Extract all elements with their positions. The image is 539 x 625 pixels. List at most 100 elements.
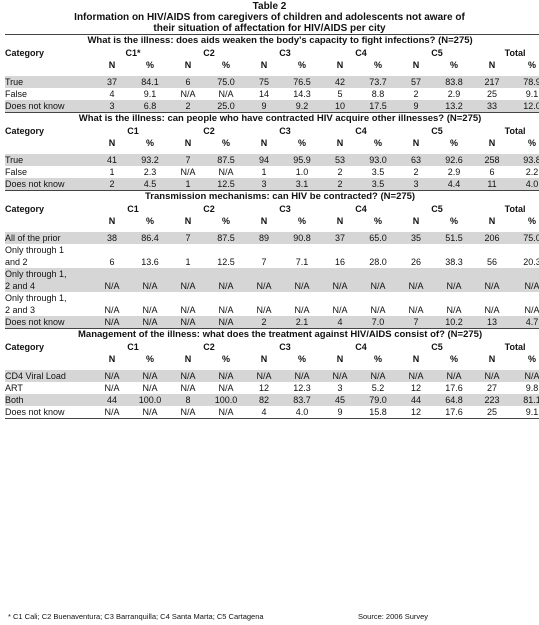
table-row: True 37 84.1 6 75.0 75 76.5 42 73.7 57 83.8 217 78.9 [5,76,539,88]
percent-cell: 2.3 [143,167,157,177]
pct-header: % [297,216,306,226]
section-title-row: What is the illness: can people who have… [5,112,539,126]
percent-cell: N/A [129,370,171,382]
empty-cell [129,292,171,304]
percent-cell: 95.9 [281,154,323,166]
count-cell: N/A [399,280,433,292]
empty-cell [323,268,357,280]
table-row: True 41 93.2 7 87.5 94 95.9 53 93.0 63 92.6 258 93.8 [5,154,539,166]
empty-cell [281,268,323,280]
count-cell: 3 [95,100,129,113]
count-cell: 94 [247,154,281,166]
city-header: C1* [125,48,141,58]
count-cell: 45 [323,394,357,406]
n-header: N [336,354,344,364]
n-header: N [184,354,192,364]
row-label: Only through 1 [5,245,65,255]
count-cell: N/A [95,316,129,329]
city-header: C3 [279,126,291,136]
pct-header: % [145,60,154,70]
percent-cell: 81.1 [509,394,539,406]
empty-cell [171,292,205,304]
percent-cell: 83.7 [281,394,323,406]
count-cell: 2 [413,167,419,177]
count-cell: 16 [334,257,345,267]
percent-cell: 1.0 [295,167,309,177]
n-header: N [336,216,344,226]
pct-header: % [528,60,537,70]
percent-cell: 93.0 [357,154,399,166]
percent-cell: 12.0 [509,100,539,113]
empty-cell [281,244,323,256]
category-header: Category [5,126,45,136]
row-label: False [5,167,28,177]
n-header: N [108,216,116,226]
empty-cell [357,268,399,280]
table-row: All of the prior 38 86.4 7 87.5 89 90.8 37 65.0 3… [5,232,539,244]
empty-cell [433,292,475,304]
percent-cell: 9.8 [525,383,539,393]
city-header-row: Category C1 C2 C3 C4 C5 Total [5,341,539,353]
percent-cell: 20.3 [523,257,539,267]
empty-cell [129,268,171,280]
count-cell: 4 [109,89,115,99]
subheader-row: N% N% N% N% N% N% [5,59,539,71]
city-header: C1 [127,342,139,352]
percent-cell: 2.2 [525,167,539,177]
pct-header: % [449,216,458,226]
percent-cell: 2.9 [447,89,461,99]
percent-cell: N/A [142,407,158,417]
count-cell: N/A [171,316,205,329]
percent-cell: 84.1 [129,76,171,88]
table-row-label-line: Only through 1, [5,292,539,304]
count-cell: 5 [337,89,343,99]
section-title-row: Transmission mechanisms: can HIV be cont… [5,190,539,204]
count-cell: 4 [261,407,267,417]
section-title-row: Management of the illness: what does the… [5,328,539,342]
city-header: Total [504,204,526,214]
percent-cell: N/A [433,280,475,292]
n-header: N [108,60,116,70]
percent-cell: 4.7 [509,316,539,329]
percent-cell: 75.0 [509,232,539,244]
percent-cell: 9.2 [281,100,323,113]
count-cell: 3 [247,178,281,191]
percent-cell: 14.3 [293,89,311,99]
n-header: N [260,354,268,364]
pct-header: % [449,354,458,364]
pct-header: % [528,138,537,148]
percent-cell: 2.1 [281,316,323,329]
row-label: Does not know [5,178,95,191]
empty-cell [247,292,281,304]
city-header: C5 [431,48,443,58]
percent-cell: 65.0 [357,232,399,244]
pct-header: % [449,60,458,70]
empty-cell [475,292,509,304]
section-title: What is the illness: does aids weaken th… [87,35,473,46]
percent-cell: 8.8 [371,89,385,99]
count-cell: 9 [337,407,343,417]
count-cell: 14 [258,89,269,99]
table-caption-line-2: their situation of affectation for HIV/A… [153,23,386,34]
percent-cell: 4.4 [433,178,475,191]
count-cell: 42 [323,76,357,88]
count-cell: 7 [399,316,433,329]
count-cell: N/A [323,280,357,292]
count-cell: 41 [95,154,129,166]
city-header: C1 [127,204,139,214]
percent-cell: 93.8 [509,154,539,166]
percent-cell: 12.5 [205,178,247,191]
table-row: Does not know N/A N/A N/A N/A 2 2.1 4 7.0 7 10.2 13… [5,316,539,329]
city-header: Total [504,48,526,58]
count-cell: N/A [247,280,281,292]
percent-cell: N/A [357,370,399,382]
empty-cell [357,292,399,304]
count-cell: 7 [261,257,267,267]
pct-header: % [373,138,382,148]
city-header: C1 [127,126,139,136]
city-header: C2 [203,126,215,136]
percent-cell: 13.6 [141,257,159,267]
count-cell: 12 [410,383,421,393]
empty-cell [357,244,399,256]
count-cell: N/A [95,370,129,382]
